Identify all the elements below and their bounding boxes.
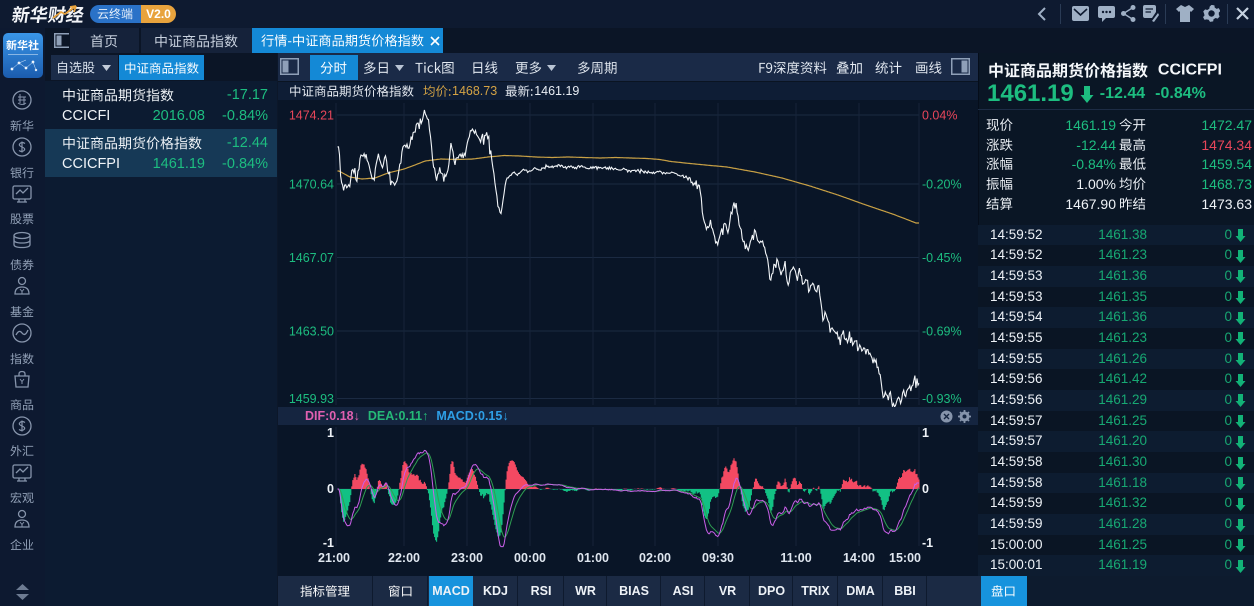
svg-text:1463.50: 1463.50	[289, 325, 334, 339]
svg-text:-0.93%: -0.93%	[922, 392, 962, 406]
svg-text:0: 0	[327, 482, 334, 496]
svg-text:21:00: 21:00	[318, 551, 350, 565]
svg-text:1474.21: 1474.21	[289, 109, 334, 123]
svg-text:02:00: 02:00	[639, 551, 671, 565]
svg-text:-0.20%: -0.20%	[922, 178, 962, 192]
svg-text:-0.69%: -0.69%	[922, 325, 962, 339]
svg-text:1: 1	[327, 426, 334, 440]
svg-text:-1: -1	[922, 536, 933, 549]
svg-text:00:00: 00:00	[514, 551, 546, 565]
svg-text:0: 0	[922, 482, 929, 496]
svg-text:0.04%: 0.04%	[922, 109, 957, 123]
svg-text:-0.45%: -0.45%	[922, 251, 962, 265]
svg-text:1470.64: 1470.64	[289, 178, 334, 192]
svg-text:22:00: 22:00	[388, 551, 420, 565]
svg-text:1: 1	[922, 426, 929, 440]
svg-text:09:30: 09:30	[702, 551, 734, 565]
svg-text:14:00: 14:00	[843, 551, 875, 565]
svg-text:1459.93: 1459.93	[289, 392, 334, 406]
svg-text:-1: -1	[323, 536, 334, 549]
svg-text:15:00: 15:00	[889, 551, 921, 565]
svg-text:11:00: 11:00	[780, 551, 811, 565]
svg-text:01:00: 01:00	[577, 551, 609, 565]
svg-text:23:00: 23:00	[451, 551, 483, 565]
svg-text:1467.07: 1467.07	[289, 251, 334, 265]
